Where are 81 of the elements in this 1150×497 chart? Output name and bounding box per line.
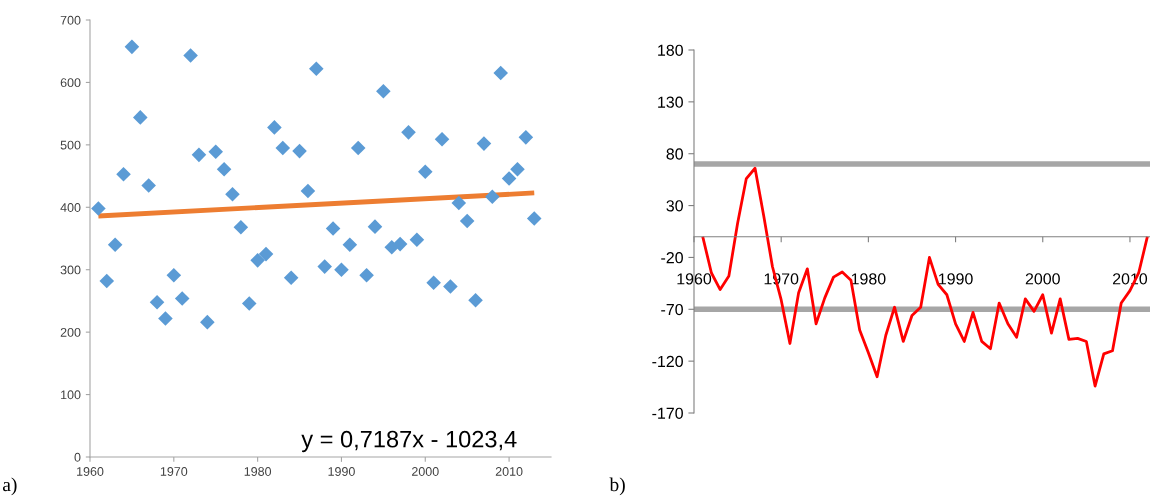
x-tick-label: 2000 bbox=[1025, 273, 1060, 285]
point bbox=[510, 161, 525, 177]
x-tick-label: 1960 bbox=[77, 467, 104, 476]
point bbox=[451, 195, 467, 211]
y-tick-label: 30 bbox=[666, 200, 683, 212]
point bbox=[124, 39, 140, 55]
point bbox=[376, 83, 391, 99]
x-tick-label: 1980 bbox=[851, 273, 886, 285]
annotation: y = 0,7187x - 1023,4 bbox=[301, 430, 517, 453]
y-tick-label: 300 bbox=[60, 265, 81, 275]
y-tick-label: 0 bbox=[74, 452, 81, 462]
point bbox=[233, 219, 249, 235]
point bbox=[309, 61, 324, 76]
text: a) bbox=[2, 477, 17, 496]
point bbox=[300, 183, 316, 199]
point bbox=[359, 268, 374, 283]
y-tick-label: 500 bbox=[60, 140, 81, 150]
y-tick-label: -120 bbox=[652, 355, 683, 368]
point bbox=[501, 171, 517, 186]
point bbox=[485, 189, 500, 204]
y-tick-label: 130 bbox=[658, 96, 683, 108]
point bbox=[334, 262, 349, 277]
x-tick-label: 2010 bbox=[495, 467, 523, 476]
point bbox=[409, 232, 425, 248]
y-tick-label: -70 bbox=[661, 303, 683, 316]
y-tick-label: 100 bbox=[61, 390, 81, 400]
x-tick-label: 1990 bbox=[939, 273, 973, 285]
point bbox=[250, 253, 265, 268]
point bbox=[443, 279, 458, 294]
point bbox=[317, 259, 332, 274]
x-tick-label: 1980 bbox=[244, 467, 272, 476]
point bbox=[526, 211, 542, 226]
point bbox=[434, 131, 450, 147]
point bbox=[426, 275, 441, 291]
point bbox=[116, 166, 131, 182]
point bbox=[107, 237, 123, 253]
point bbox=[267, 120, 282, 135]
point bbox=[459, 213, 475, 229]
point bbox=[216, 161, 232, 177]
point bbox=[518, 130, 534, 145]
y-tick-label: 400 bbox=[60, 203, 81, 212]
y-tick-label: -20 bbox=[661, 252, 683, 264]
y-tick-label: 600 bbox=[60, 78, 81, 88]
point bbox=[191, 147, 207, 163]
point bbox=[342, 237, 358, 253]
point bbox=[174, 291, 190, 306]
point bbox=[417, 164, 433, 179]
point bbox=[275, 140, 291, 156]
x-tick-label: 1970 bbox=[160, 467, 188, 476]
point bbox=[493, 65, 508, 81]
x-tick-label: 1960 bbox=[677, 273, 712, 285]
text: b) bbox=[609, 477, 625, 496]
y-tick-label: 200 bbox=[60, 327, 81, 337]
point bbox=[350, 140, 366, 156]
point bbox=[158, 311, 173, 326]
point bbox=[141, 178, 156, 193]
point bbox=[283, 270, 299, 286]
y-tick-label: 80 bbox=[666, 148, 683, 160]
point bbox=[401, 125, 416, 140]
point bbox=[133, 110, 148, 125]
y-tick-label: 700 bbox=[60, 15, 81, 25]
point bbox=[258, 246, 274, 262]
point bbox=[208, 144, 224, 160]
x-tick-label: 1990 bbox=[328, 467, 355, 476]
y-tick-label: 180 bbox=[658, 44, 683, 56]
point bbox=[325, 221, 341, 236]
y-tick-label: -170 bbox=[652, 407, 683, 419]
point bbox=[99, 273, 115, 289]
point bbox=[476, 136, 492, 151]
point bbox=[367, 219, 383, 234]
point bbox=[91, 201, 106, 216]
x-tick-label: 2000 bbox=[412, 467, 439, 476]
point bbox=[200, 314, 215, 330]
point bbox=[292, 143, 307, 159]
point bbox=[225, 186, 240, 202]
point bbox=[468, 293, 483, 308]
point bbox=[166, 268, 182, 283]
point bbox=[149, 294, 165, 310]
point bbox=[392, 236, 408, 252]
point bbox=[183, 48, 198, 63]
point bbox=[241, 296, 257, 311]
